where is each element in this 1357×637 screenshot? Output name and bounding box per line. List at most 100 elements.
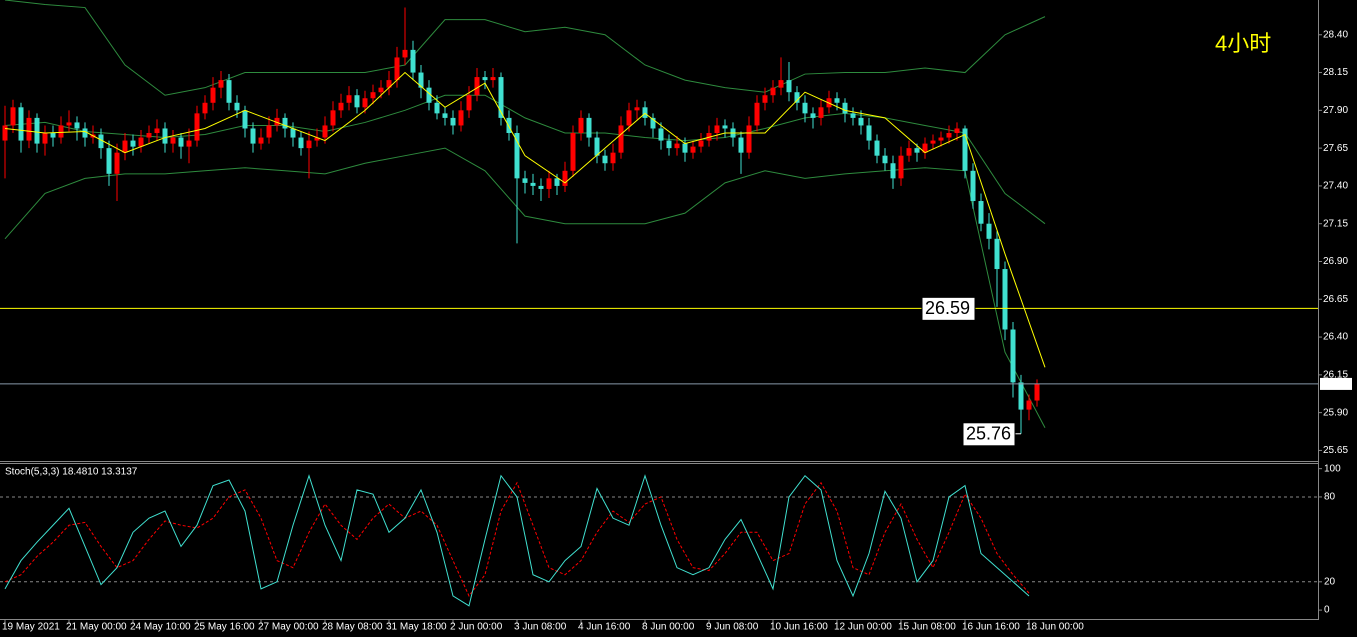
candle-body bbox=[466, 95, 472, 111]
x-tick-label: 21 May 00:00 bbox=[66, 622, 127, 633]
y-tick-label: 27.90 bbox=[1323, 105, 1348, 116]
candle-body bbox=[1026, 400, 1032, 410]
level-tag-box bbox=[921, 296, 976, 321]
candle-body bbox=[882, 155, 888, 164]
candle-body bbox=[434, 102, 440, 114]
candle-body bbox=[330, 110, 336, 126]
candle-body bbox=[946, 133, 952, 138]
timeframe-label: 4小时 bbox=[1215, 31, 1271, 56]
candle-body bbox=[698, 140, 704, 147]
candle-body bbox=[986, 223, 992, 239]
candle-body bbox=[666, 140, 672, 149]
candle-body bbox=[586, 117, 592, 138]
candle-body bbox=[634, 107, 640, 111]
candle-body bbox=[290, 128, 296, 138]
y-tick-label: 26.65 bbox=[1323, 294, 1348, 305]
candle-body bbox=[506, 117, 512, 134]
candle-body bbox=[938, 137, 944, 141]
candle-body bbox=[394, 57, 400, 81]
stoch-tick-label: 0 bbox=[1324, 605, 1330, 616]
x-tick-label: 10 Jun 16:00 bbox=[770, 622, 828, 633]
candle-body bbox=[1002, 269, 1008, 330]
candle-body bbox=[650, 117, 656, 129]
candle-body bbox=[490, 77, 496, 81]
candle-body bbox=[114, 152, 120, 174]
candle-body bbox=[130, 140, 136, 147]
candle-body bbox=[642, 107, 648, 118]
bollinger-middle bbox=[4, 94, 1046, 225]
candle-body bbox=[746, 125, 752, 153]
low-tag: 25.76 bbox=[966, 424, 1011, 444]
candle-body bbox=[778, 80, 784, 88]
candle-body bbox=[34, 117, 40, 144]
candle-body bbox=[178, 137, 184, 147]
candle-body bbox=[226, 80, 232, 103]
candle-body bbox=[354, 95, 360, 108]
candle-body bbox=[522, 178, 528, 183]
candle-body bbox=[138, 137, 144, 147]
x-tick-label: 2 Jun 00:00 bbox=[450, 622, 503, 633]
candle-body bbox=[66, 122, 72, 126]
candle-body bbox=[266, 125, 272, 138]
stoch-signal bbox=[4, 481, 1030, 597]
candle-body bbox=[594, 137, 600, 156]
candle-body bbox=[546, 178, 552, 189]
candle-body bbox=[754, 102, 760, 126]
candle-body bbox=[42, 133, 48, 144]
candle-body bbox=[858, 117, 864, 126]
candle-body bbox=[370, 92, 376, 99]
candle-body bbox=[98, 134, 104, 149]
y-tick-label: 25.65 bbox=[1323, 445, 1348, 456]
y-tick-label: 27.40 bbox=[1323, 181, 1348, 192]
candle-body bbox=[378, 87, 384, 93]
candle-body bbox=[250, 128, 256, 144]
x-tick-label: 24 May 10:00 bbox=[130, 622, 191, 633]
candle-body bbox=[202, 102, 208, 114]
moving-average bbox=[4, 71, 1046, 368]
candle-body bbox=[322, 125, 328, 138]
candle-body bbox=[682, 143, 688, 153]
candle-body bbox=[234, 102, 240, 111]
candle-body bbox=[618, 125, 624, 153]
candle-body bbox=[282, 117, 288, 129]
y-tick-label: 28.65 bbox=[1323, 0, 1348, 3]
candle-body bbox=[890, 163, 896, 179]
candle-body bbox=[810, 113, 816, 118]
candle-body bbox=[258, 137, 264, 144]
x-tick-label: 12 Jun 00:00 bbox=[834, 622, 892, 633]
candle-body bbox=[898, 155, 904, 179]
candle-body bbox=[10, 107, 16, 126]
y-tick-label: 26.15 bbox=[1323, 369, 1348, 380]
bollinger-lower bbox=[4, 147, 1046, 428]
candle-body bbox=[26, 117, 32, 141]
candle-body bbox=[498, 77, 504, 118]
candle-body bbox=[690, 146, 696, 153]
candle-body bbox=[922, 143, 928, 153]
candle-body bbox=[970, 170, 976, 202]
last-price-label: 26.09 bbox=[1322, 379, 1347, 390]
candle-body bbox=[450, 117, 456, 126]
y-tick-label: 27.15 bbox=[1323, 218, 1348, 229]
x-tick-label: 3 Jun 08:00 bbox=[514, 622, 567, 633]
candle-body bbox=[18, 107, 24, 141]
candle-body bbox=[570, 133, 576, 171]
y-tick-label: 25.90 bbox=[1323, 407, 1348, 418]
y-tick-label: 28.15 bbox=[1323, 67, 1348, 78]
candle-body bbox=[58, 125, 64, 138]
candle-body bbox=[306, 140, 312, 149]
candle-body bbox=[530, 182, 536, 186]
candle-body bbox=[714, 125, 720, 134]
candle-body bbox=[1034, 383, 1040, 401]
stoch-main bbox=[4, 474, 1030, 607]
candle-body bbox=[418, 72, 424, 88]
x-tick-label: 15 Jun 08:00 bbox=[898, 622, 956, 633]
candle-body bbox=[194, 113, 200, 141]
candle-body bbox=[514, 133, 520, 179]
stoch-tick-label: 100 bbox=[1324, 463, 1341, 474]
candle-body bbox=[458, 110, 464, 126]
candle-body bbox=[1010, 329, 1016, 383]
candle-body bbox=[426, 87, 432, 103]
y-tick-label: 26.40 bbox=[1323, 332, 1348, 343]
x-tick-label: 31 May 18:00 bbox=[386, 622, 447, 633]
